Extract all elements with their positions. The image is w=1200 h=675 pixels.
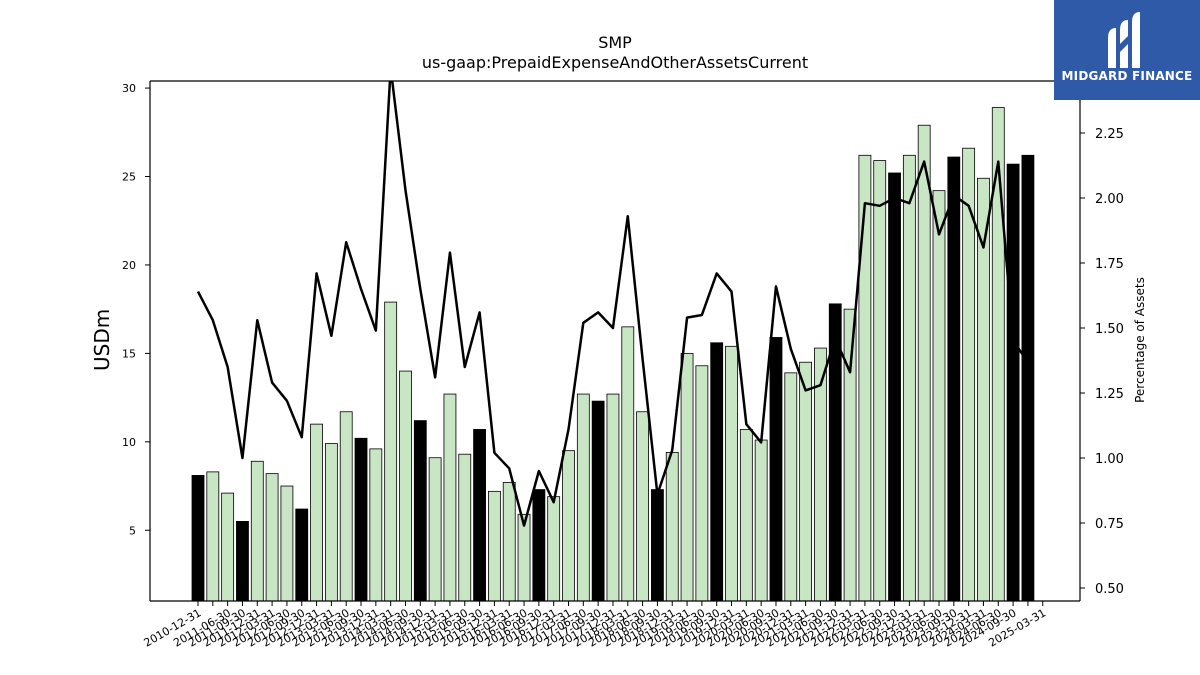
midgard-finance-logo: MIDGARD FINANCE: [1054, 0, 1200, 100]
bar-2022-06-30: [873, 160, 887, 601]
bar-2014-09-30: [413, 420, 427, 601]
y2-tick-label-1.75: 1.75: [1095, 257, 1124, 272]
bar-2014-03-31: [384, 301, 398, 601]
bar-2012-06-30: [280, 485, 294, 601]
bar-2022-12-31: [902, 154, 916, 601]
bar-2018-12-31: [665, 452, 679, 601]
y2-tick-label-1.50: 1.50: [1095, 322, 1124, 337]
bar-2011-12-31: [250, 460, 264, 601]
bar-2011-06-30: [221, 492, 235, 601]
bar-2024-09-30: [1006, 163, 1020, 601]
bar-2021-09-30: [828, 303, 842, 601]
bar-2017-06-30: [576, 393, 590, 601]
bar-2020-03-31: [739, 429, 753, 601]
bar-2018-09-30: [651, 489, 664, 601]
bar-2020-12-31: [784, 372, 798, 601]
bar-2024-03-31: [977, 177, 990, 601]
bar-2019-12-31: [725, 345, 738, 601]
bar-2020-09-30: [769, 337, 783, 601]
bar-2021-12-31: [843, 308, 857, 601]
y-tick-label-5: 5: [129, 524, 136, 537]
chart-title: SMP: [598, 33, 632, 52]
y2-tick-label-0.75: 0.75: [1095, 517, 1124, 532]
bar-2012-03-31: [265, 473, 279, 601]
bar-2016-09-30: [532, 489, 546, 601]
y2-tick-label-0.50: 0.50: [1095, 582, 1124, 597]
bar-2019-03-31: [680, 352, 694, 601]
y-tick-label-30: 30: [122, 82, 136, 95]
y-tick-label-20: 20: [122, 259, 136, 272]
bar-2018-03-31: [621, 326, 635, 601]
y-tick-label-10: 10: [122, 436, 136, 449]
bar-2023-09-30: [947, 156, 961, 601]
bar-2022-09-30: [888, 172, 901, 601]
bar-2023-12-31: [962, 147, 976, 601]
bar-2013-12-31: [369, 448, 383, 601]
bar-2024-12-31: [1021, 154, 1035, 601]
bar-2016-06-30: [517, 513, 531, 601]
bar-2012-09-30: [295, 508, 309, 601]
bar-2011-03-31: [206, 471, 220, 601]
bar-2011-09-30: [236, 521, 249, 601]
bar-2013-03-31: [324, 443, 338, 601]
y2-tick-label-2.25: 2.25: [1095, 127, 1124, 142]
y-tick-label-25: 25: [122, 171, 136, 184]
bar-2017-12-31: [606, 393, 620, 601]
y-axis-label-left: USDm: [90, 308, 114, 371]
midgard-logo-icon: [1108, 12, 1140, 68]
bar-2024-06-30: [991, 107, 1005, 601]
bar-2017-09-30: [591, 400, 605, 601]
bar-2015-09-30: [473, 429, 486, 601]
bar-2023-03-31: [917, 124, 931, 601]
bar-2012-12-31: [310, 423, 323, 601]
bar-2020-06-30: [754, 439, 768, 601]
bar-2014-06-30: [399, 370, 412, 601]
y2-tick-label-2.00: 2.00: [1095, 192, 1124, 207]
y2-tick-label-1.25: 1.25: [1095, 387, 1124, 402]
line-series: [196, 81, 1029, 527]
y-axis-label-right: Percentage of Assets: [1133, 277, 1147, 403]
y-tick-label-15: 15: [122, 347, 136, 360]
bar-2021-03-31: [799, 361, 813, 601]
bar-2019-06-30: [695, 365, 709, 601]
bar-2014-12-31: [428, 457, 442, 601]
chart-subtitle: us-gaap:PrepaidExpenseAndOtherAssetsCurr…: [421, 53, 809, 72]
bar-2019-09-30: [710, 342, 724, 601]
bar-2016-03-31: [502, 482, 516, 601]
bar-2015-12-31: [487, 490, 501, 601]
bar-2017-03-31: [562, 450, 575, 601]
bar-2013-09-30: [354, 437, 368, 601]
bar-2015-03-31: [443, 393, 457, 601]
y2-tick-label-1.00: 1.00: [1095, 452, 1124, 467]
bar-2023-06-30: [932, 190, 946, 601]
bar-2021-06-30: [814, 347, 827, 601]
bar-2016-12-31: [547, 496, 561, 601]
bar-2013-06-30: [339, 411, 353, 601]
logo-text: MIDGARD FINANCE: [1061, 69, 1193, 83]
bar-series: [191, 107, 1035, 601]
percentage-line: [196, 81, 1029, 527]
bar-2018-06-30: [636, 411, 649, 601]
bar-2022-03-31: [858, 154, 872, 601]
bar-2010-12-31: [191, 475, 205, 601]
bar-2015-06-30: [458, 453, 472, 601]
